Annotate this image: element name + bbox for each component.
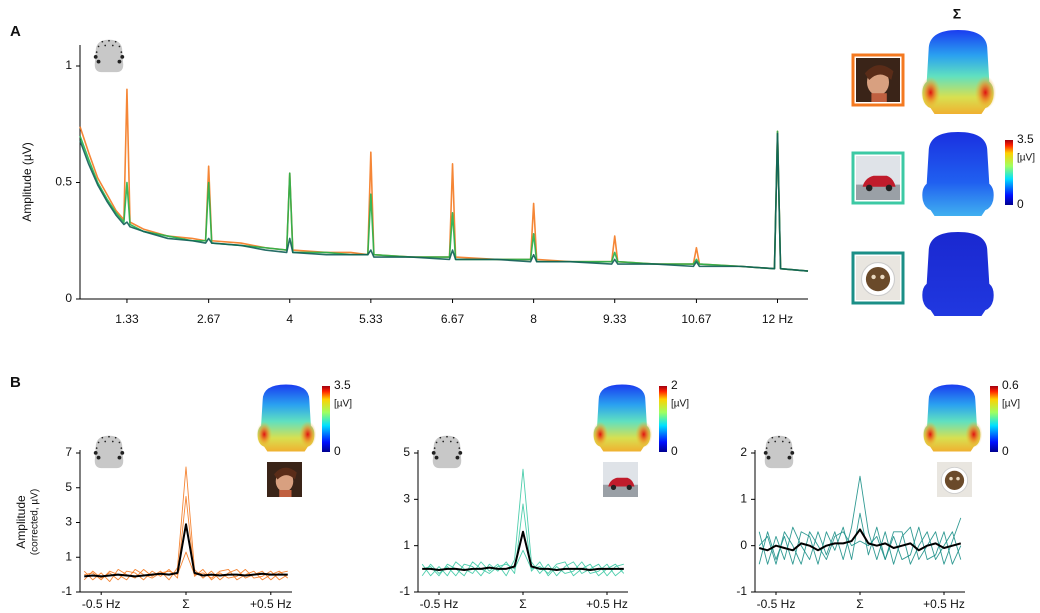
x-tick-label: -0.5 Hz [420,597,459,611]
electrode-icon [763,435,795,469]
x-tick-label: Σ [856,597,863,611]
series-line [758,531,962,565]
series-line [421,503,625,577]
y-axis-label-sub: (corrected, µV) [30,489,41,555]
y-tick-label: 5 [403,445,410,459]
x-tick-label: +0.5 Hz [586,597,628,611]
x-tick-label: 10.67 [681,312,711,326]
colorbar-tick-label: 2 [671,378,678,392]
colorbar-tick-label: 3.5 [1017,132,1034,146]
x-tick-label: 1.33 [115,312,139,326]
series-line [758,475,962,565]
series-line [79,132,809,272]
y-tick-label: -1 [61,584,72,598]
x-tick-label: -0.5 Hz [82,597,121,611]
x-tick-label: 5.33 [359,312,383,326]
y-tick-label: 1 [403,538,410,552]
mean-line [422,530,624,571]
stimulus-cup [856,256,900,300]
topography [922,231,994,317]
mean-line [758,528,962,552]
topography-title: Σ [953,6,961,22]
y-tick-label: 5 [65,480,72,494]
colorbar [990,386,998,452]
y-axis-label: Amplitude (µV) [20,142,34,222]
stimulus-face [856,58,900,102]
x-tick-label: 9.33 [603,312,627,326]
y-tick-label: 7 [65,445,72,459]
mean-line [84,523,288,578]
colorbar-tick-label: 0.6 [1002,378,1019,392]
topography [256,384,317,452]
colorbar [659,386,667,452]
x-tick-label: 4 [286,312,293,326]
panel-label: B [10,374,21,391]
stimulus-frame [851,53,905,107]
topography [922,384,983,452]
colorbar-tick-label: 0 [334,444,341,458]
x-tick-label: 12 Hz [762,312,793,326]
colorbar-tick-label: 0 [1002,444,1009,458]
series-line [421,468,624,577]
stimulus-face [267,462,302,497]
series-line [79,130,809,272]
electrode-icon [93,435,125,469]
colorbar [322,386,330,452]
stimulus-car [856,156,900,200]
x-tick-label: -0.5 Hz [757,597,796,611]
panel-label: A [10,23,21,40]
colorbar-unit: [µV] [1002,399,1020,410]
topography [922,131,994,217]
y-tick-label: 1 [740,492,747,506]
y-tick-label: 0.5 [55,175,72,189]
topography [592,384,653,452]
x-tick-label: 6.67 [441,312,465,326]
colorbar-tick-label: 3.5 [334,378,351,392]
colorbar-unit: [µV] [671,399,689,410]
stimulus-car [603,462,638,497]
x-tick-label: +0.5 Hz [923,597,965,611]
y-tick-label: 0 [65,291,72,305]
y-tick-label: 2 [740,445,747,459]
topography [920,29,997,115]
y-tick-label: -1 [736,584,747,598]
x-tick-label: 8 [530,312,537,326]
y-axis-label: Amplitude [14,495,28,549]
colorbar-tick-label: 0 [1017,197,1024,211]
colorbar-unit: [µV] [334,399,352,410]
colorbar-tick-label: 0 [671,444,678,458]
x-tick-label: +0.5 Hz [250,597,292,611]
x-tick-label: Σ [182,597,189,611]
y-tick-label: -1 [399,584,410,598]
stimulus-cup [937,462,972,497]
colorbar [1005,140,1013,205]
x-tick-label: 2.67 [197,312,221,326]
series-line [83,495,288,581]
stimulus-frame [851,251,905,305]
series-line [79,88,809,272]
y-tick-label: 1 [65,58,72,72]
stimulus-frame [851,151,905,205]
electrode-icon [431,435,463,469]
series-line [758,512,962,565]
y-tick-label: 1 [65,549,72,563]
colorbar-unit: [µV] [1017,153,1035,164]
x-tick-label: Σ [519,597,526,611]
y-tick-label: 0 [740,538,747,552]
y-tick-label: 3 [403,492,410,506]
electrode-icon [93,39,125,73]
y-tick-label: 3 [65,515,72,529]
